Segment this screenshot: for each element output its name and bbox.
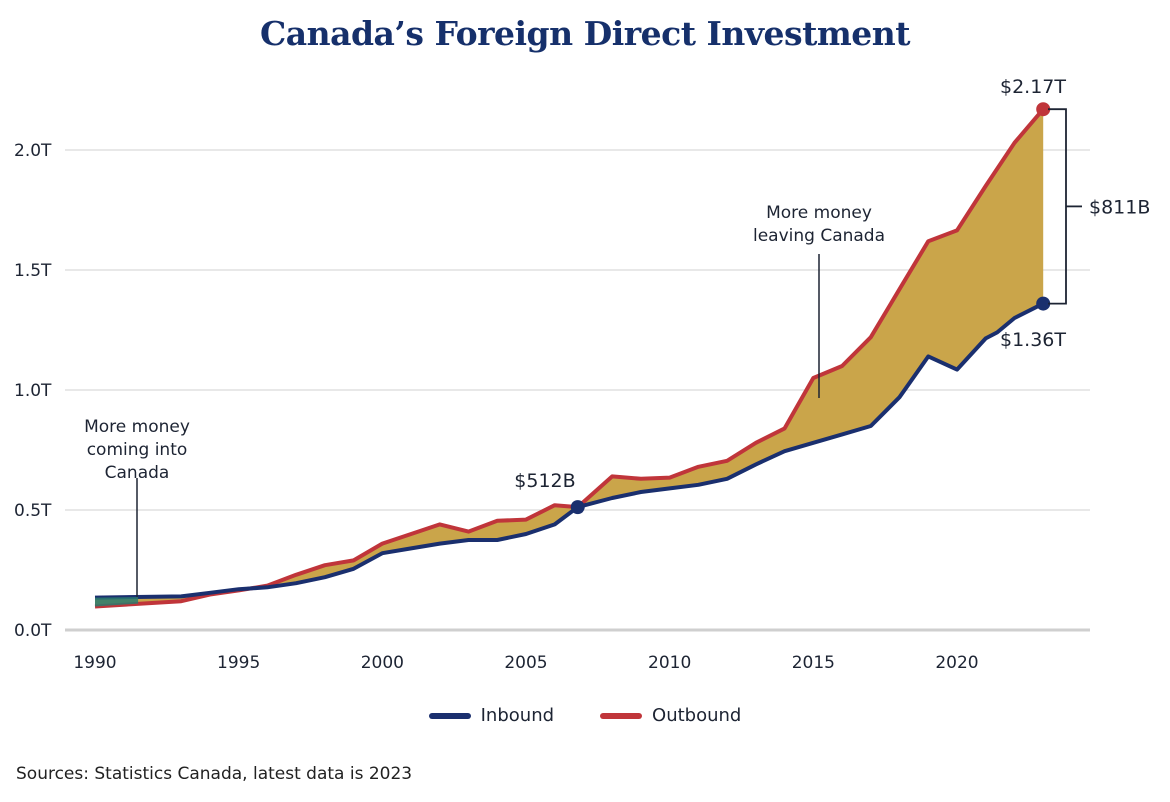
annotation-leaving: More money [766, 203, 872, 223]
crossover-point [570, 500, 585, 515]
x-tick-label: 1995 [217, 653, 260, 673]
fdi-chart: 0.0T 0.5T 1.0T 1.5T 2.0T 1990 1995 2000 2005 201… [14, 76, 1150, 673]
y-tick-label: 2.0T [14, 141, 52, 161]
x-tick-label: 2000 [361, 653, 404, 673]
y-tick-label: 0.0T [14, 621, 52, 641]
x-tick-label: 2020 [935, 653, 978, 673]
y-tick-label: 1.0T [14, 381, 52, 401]
crossover-label: $512B [514, 470, 575, 492]
outbound-swatch [600, 712, 643, 719]
x-tick-label: 2010 [648, 653, 691, 673]
outbound-endpoint [1036, 102, 1051, 117]
gridlines [65, 149, 1090, 632]
y-tick-label: 1.5T [14, 261, 52, 281]
inbound-swatch [428, 712, 471, 719]
inbound-series-line [94, 301, 1045, 600]
annotation-coming-in: Canada [105, 463, 170, 483]
y-tick-label: 0.5T [14, 501, 52, 521]
x-axis: 1990 1995 2000 2005 2010 2015 2020 [73, 653, 978, 673]
legend-item-outbound[interactable]: Outbound [600, 705, 741, 726]
inbound-end-label: $1.36T [1000, 329, 1066, 351]
source-note: Sources: Statistics Canada, latest data … [16, 764, 413, 784]
x-tick-label: 1990 [73, 653, 116, 673]
legend-label-inbound: Inbound [480, 705, 555, 726]
outbound-series-line [94, 107, 1045, 609]
legend-item-inbound[interactable]: Inbound [428, 705, 555, 726]
outbound-end-label: $2.17T [1000, 76, 1066, 98]
chart-title: Canada’s Foreign Direct Investment [259, 14, 911, 53]
gap-label: $811B [1089, 196, 1150, 218]
inbound-endpoint [1036, 296, 1051, 311]
x-tick-label: 2015 [792, 653, 835, 673]
annotations: More money coming into Canada More money lea… [84, 76, 1150, 607]
legend: Inbound Outbound [0, 705, 1170, 726]
legend-label-outbound: Outbound [652, 705, 742, 726]
x-tick-label: 2005 [504, 653, 547, 673]
y-axis: 0.0T 0.5T 1.0T 1.5T 2.0T [14, 141, 52, 641]
annotation-coming-in: More money [84, 417, 190, 437]
annotation-leaving: leaving Canada [753, 226, 885, 246]
gap-bracket [1048, 108, 1067, 305]
early-inbound-band [95, 597, 139, 607]
annotation-coming-in: coming into [87, 440, 188, 460]
gap-area [95, 109, 1044, 607]
